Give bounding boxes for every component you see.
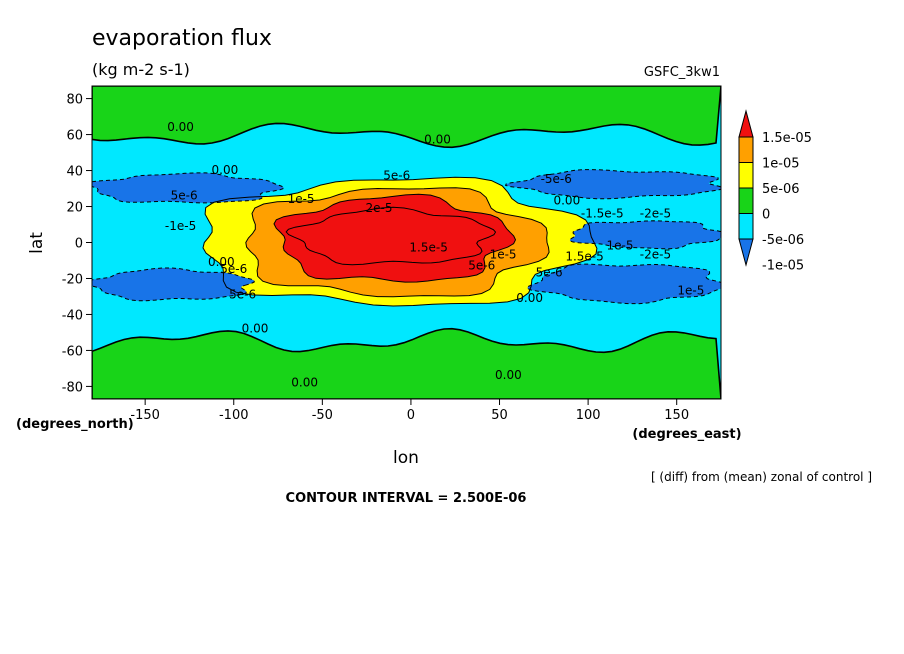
x-axis: -150 -100 -50 0 50 100 150 — [130, 399, 689, 423]
x-axis-units: (degrees_east) — [632, 427, 741, 442]
contour-label: 2e-5 — [366, 201, 393, 215]
contour-label: 1e-5 — [490, 248, 517, 262]
contour-label: 5e-6 — [171, 188, 198, 202]
contour-label: 0.00 — [291, 375, 318, 389]
colorbar-bottom-arrow — [738, 238, 754, 267]
x-tick-label: -50 — [312, 408, 333, 423]
contour-line — [504, 169, 721, 200]
colorbar-top-arrow — [738, 109, 754, 138]
contour-region — [92, 268, 255, 301]
contour-label: 1e-5 — [607, 239, 634, 253]
contour-line — [245, 187, 550, 298]
colorbar-swatch — [738, 136, 754, 163]
contour-label: 1e-5 — [677, 284, 704, 298]
contour-label: 0.00 — [553, 194, 580, 208]
y-tick-label: 20 — [66, 201, 83, 216]
contour-label: 5e-6 — [468, 258, 495, 272]
contour-label: 1e-5 — [288, 192, 315, 206]
contour-region — [527, 264, 721, 304]
contour-label: 0.00 — [495, 368, 522, 382]
colorbar-swatch — [738, 213, 754, 240]
x-tick-label: 0 — [407, 408, 415, 423]
y-tick-label: -80 — [62, 380, 83, 395]
contour-region — [505, 169, 721, 199]
x-tick-label: 100 — [576, 408, 601, 423]
colorbar-label: 0 — [762, 208, 770, 223]
contour-line — [92, 172, 285, 204]
contour-label: 1.5e-5 — [409, 240, 447, 254]
y-axis: -80 -60 -40 -20 0 20 40 60 80 — [62, 93, 92, 395]
contour-region — [286, 207, 496, 265]
colorbar-label: 1.5e-05 — [762, 131, 812, 146]
colorbar-swatch — [738, 162, 754, 189]
y-tick-label: -40 — [62, 308, 83, 323]
contour-label: 0.00 — [242, 321, 269, 335]
colorbar-label: 5e-06 — [762, 182, 800, 197]
y-axis-units: (degrees_north) — [16, 417, 134, 432]
contour-region — [569, 220, 721, 249]
colorbar: 1.5e-05 1e-05 5e-06 0 -5e-06 -1e-05 — [738, 109, 812, 274]
colorbar-label: -5e-06 — [762, 233, 804, 248]
x-tick-label: 50 — [491, 408, 508, 423]
contour-line — [202, 176, 598, 307]
contour-line — [273, 193, 517, 283]
contour-label: -1.5e-5 — [581, 206, 624, 220]
y-axis-label: lat — [27, 232, 47, 254]
contour-label: 5e-6 — [220, 262, 247, 276]
contour-line — [569, 220, 721, 250]
contour-label: 0.00 — [424, 133, 451, 147]
contour-label: -2e-5 — [640, 206, 671, 220]
contour-label: 5e-6 — [536, 266, 563, 280]
contour-label: -2e-5 — [640, 248, 671, 262]
colorbar-swatch — [738, 187, 754, 214]
y-tick-label: 40 — [66, 165, 83, 180]
contour-line — [92, 86, 721, 149]
contour-line — [526, 263, 721, 305]
colorbar-label: 1e-05 — [762, 157, 800, 172]
colorbar-label: -1e-05 — [762, 259, 804, 274]
y-tick-label: -60 — [62, 344, 83, 359]
contour-interval: CONTOUR INTERVAL = 2.500E-06 — [286, 491, 527, 506]
y-tick-label: 60 — [66, 129, 83, 144]
contour-label: 1.5e-5 — [565, 249, 603, 263]
contour-line — [92, 327, 721, 399]
contour-label: 0.00 — [516, 291, 543, 305]
x-tick-label: 150 — [664, 408, 689, 423]
contour-label: 0.00 — [208, 255, 235, 269]
y-tick-label: 80 — [66, 93, 83, 108]
x-tick-label: -100 — [219, 408, 249, 423]
contour-label: 5e-6 — [383, 169, 410, 183]
contour-region — [92, 172, 284, 203]
x-axis-label: lon — [393, 448, 419, 468]
y-tick-label: 0 — [75, 237, 83, 252]
chart-title: evaporation flux — [92, 26, 272, 51]
x-tick-label: -150 — [130, 408, 160, 423]
y-tick-label: -20 — [62, 272, 83, 287]
contour-region — [92, 328, 721, 399]
contour-label: 0.00 — [167, 120, 194, 134]
model-name: GSFC_3kw1 — [644, 65, 720, 80]
contour-label: 5e-6 — [229, 287, 256, 301]
contour-label: -1e-5 — [165, 219, 196, 233]
diff-note: [ (diff) from (mean) zonal of control ] — [651, 470, 872, 484]
contour-label: -5e-6 — [541, 172, 572, 186]
contour-label: 0.00 — [212, 163, 239, 177]
chart-units: (kg m-2 s-1) — [92, 60, 190, 79]
contour-line — [285, 206, 497, 266]
